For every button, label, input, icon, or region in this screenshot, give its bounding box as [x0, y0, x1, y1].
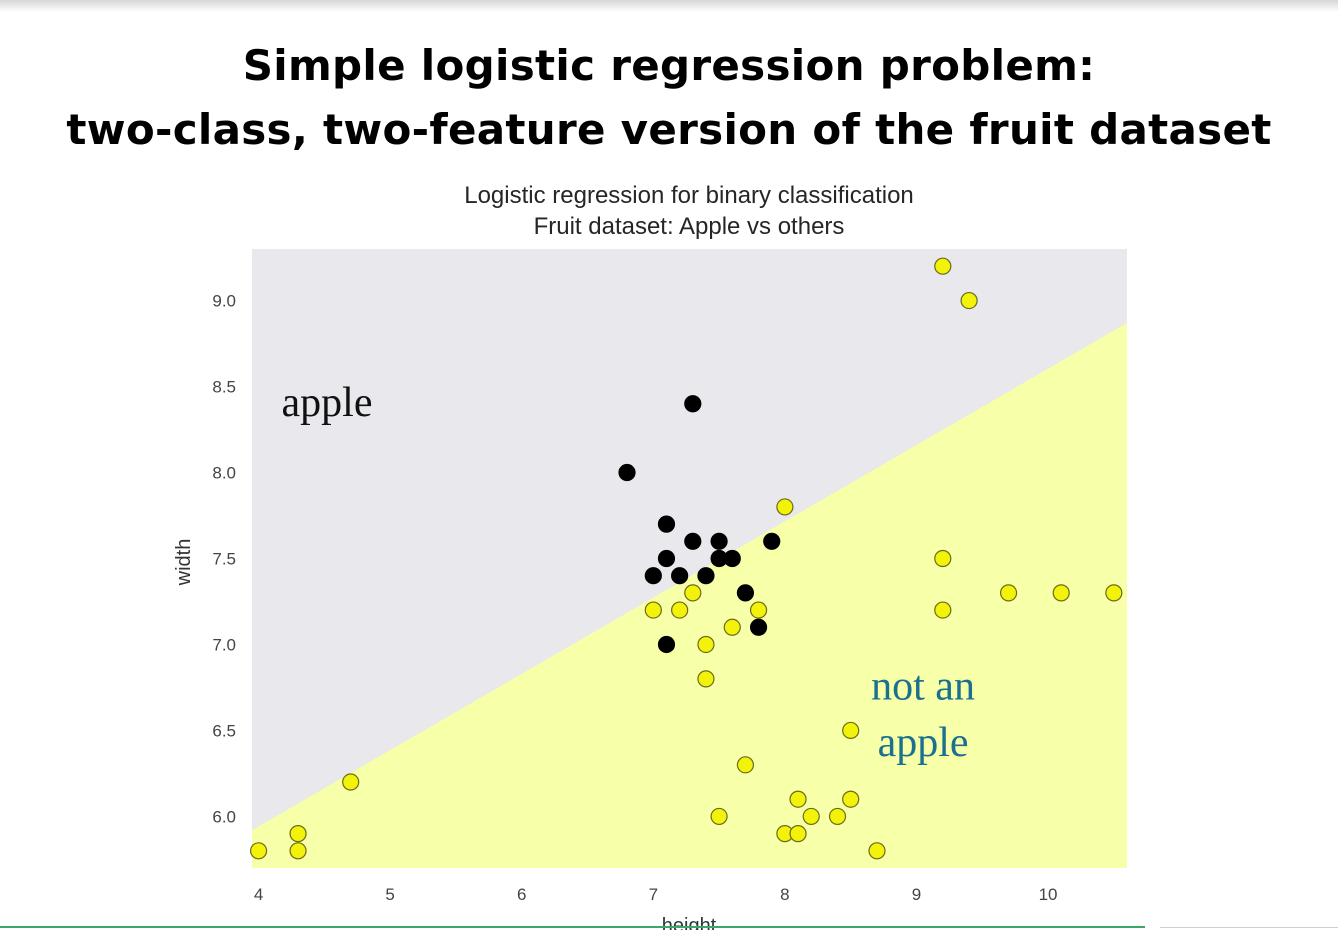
slide-title-line1: Simple logistic regression problem: — [242, 41, 1096, 90]
apple-point — [618, 463, 636, 482]
non-apple-point — [736, 756, 755, 774]
y-tick-label: 6.5 — [212, 721, 236, 740]
apple-point — [749, 618, 768, 636]
non-apple-point — [342, 773, 360, 791]
points-layer — [249, 257, 1123, 860]
bottom-rule-right — [1160, 927, 1338, 928]
chart-subtitle: Fruit dataset: Apple vs others — [534, 213, 845, 240]
non-apple-point — [789, 825, 807, 843]
x-tick-label: 4 — [254, 885, 263, 904]
x-tick-label: 7 — [649, 885, 658, 904]
non-apple-point — [749, 601, 768, 619]
y-tick-label: 8.5 — [212, 378, 236, 397]
non-apple-point — [697, 670, 715, 688]
apple-region-label: apple — [282, 380, 373, 426]
y-tick-label: 8.0 — [212, 464, 236, 483]
slide-title: Simple logistic regression problem: two-… — [0, 34, 1338, 162]
non-apple-point — [684, 584, 702, 602]
apple-point — [657, 635, 676, 654]
y-tick-label: 6.0 — [212, 807, 236, 826]
non-apple-point — [842, 790, 860, 808]
non-apple-point — [999, 584, 1018, 602]
non-apple-point — [1105, 584, 1123, 602]
non-apple-point — [934, 549, 952, 568]
not-apple-region-label: apple — [878, 720, 969, 766]
non-apple-point — [697, 635, 715, 654]
non-apple-point — [934, 601, 952, 619]
apple-point — [763, 532, 781, 550]
non-apple-point — [868, 842, 886, 860]
non-apple-point — [789, 790, 807, 808]
chart-title: Logistic regression for binary classific… — [464, 182, 914, 209]
apple-point — [697, 567, 715, 585]
apple-point — [671, 567, 689, 585]
x-tick-label: 10 — [1039, 885, 1058, 904]
apple-point — [644, 567, 662, 585]
y-tick-label: 7.5 — [212, 550, 236, 569]
x-tick-label: 9 — [912, 885, 921, 904]
non-apple-point — [828, 807, 847, 826]
non-apple-point — [723, 618, 741, 636]
non-apple-point — [802, 807, 820, 826]
non-apple-point — [289, 825, 307, 843]
apple-point — [723, 549, 741, 568]
x-tick-label: 8 — [780, 885, 789, 904]
not-apple-region-label: not an — [871, 663, 975, 709]
apple-point — [736, 584, 755, 602]
slide-title-line2: two-class, two-feature version of the fr… — [66, 105, 1272, 154]
non-apple-point — [671, 601, 689, 619]
x-tick-label: 5 — [385, 885, 394, 904]
top-shade — [0, 0, 1338, 12]
non-apple-point — [289, 842, 307, 860]
non-apple-point — [934, 257, 952, 275]
apple-point — [710, 532, 728, 550]
bottom-rule — [0, 926, 1145, 928]
y-axis-label: width — [173, 539, 195, 587]
y-tick-label: 7.0 — [212, 635, 236, 654]
non-apple-point — [644, 601, 662, 619]
non-apple-point — [249, 842, 268, 860]
apple-point — [657, 515, 676, 533]
apple-point — [684, 532, 702, 550]
y-tick-label: 9.0 — [212, 292, 236, 311]
x-tick-label: 6 — [517, 885, 526, 904]
non-apple-point — [1052, 584, 1070, 602]
non-apple-point — [842, 721, 860, 740]
non-apple-point — [710, 807, 728, 826]
apple-point — [657, 549, 676, 568]
non-apple-point — [776, 498, 794, 516]
apple-point — [684, 395, 702, 413]
non-apple-point — [960, 291, 978, 310]
